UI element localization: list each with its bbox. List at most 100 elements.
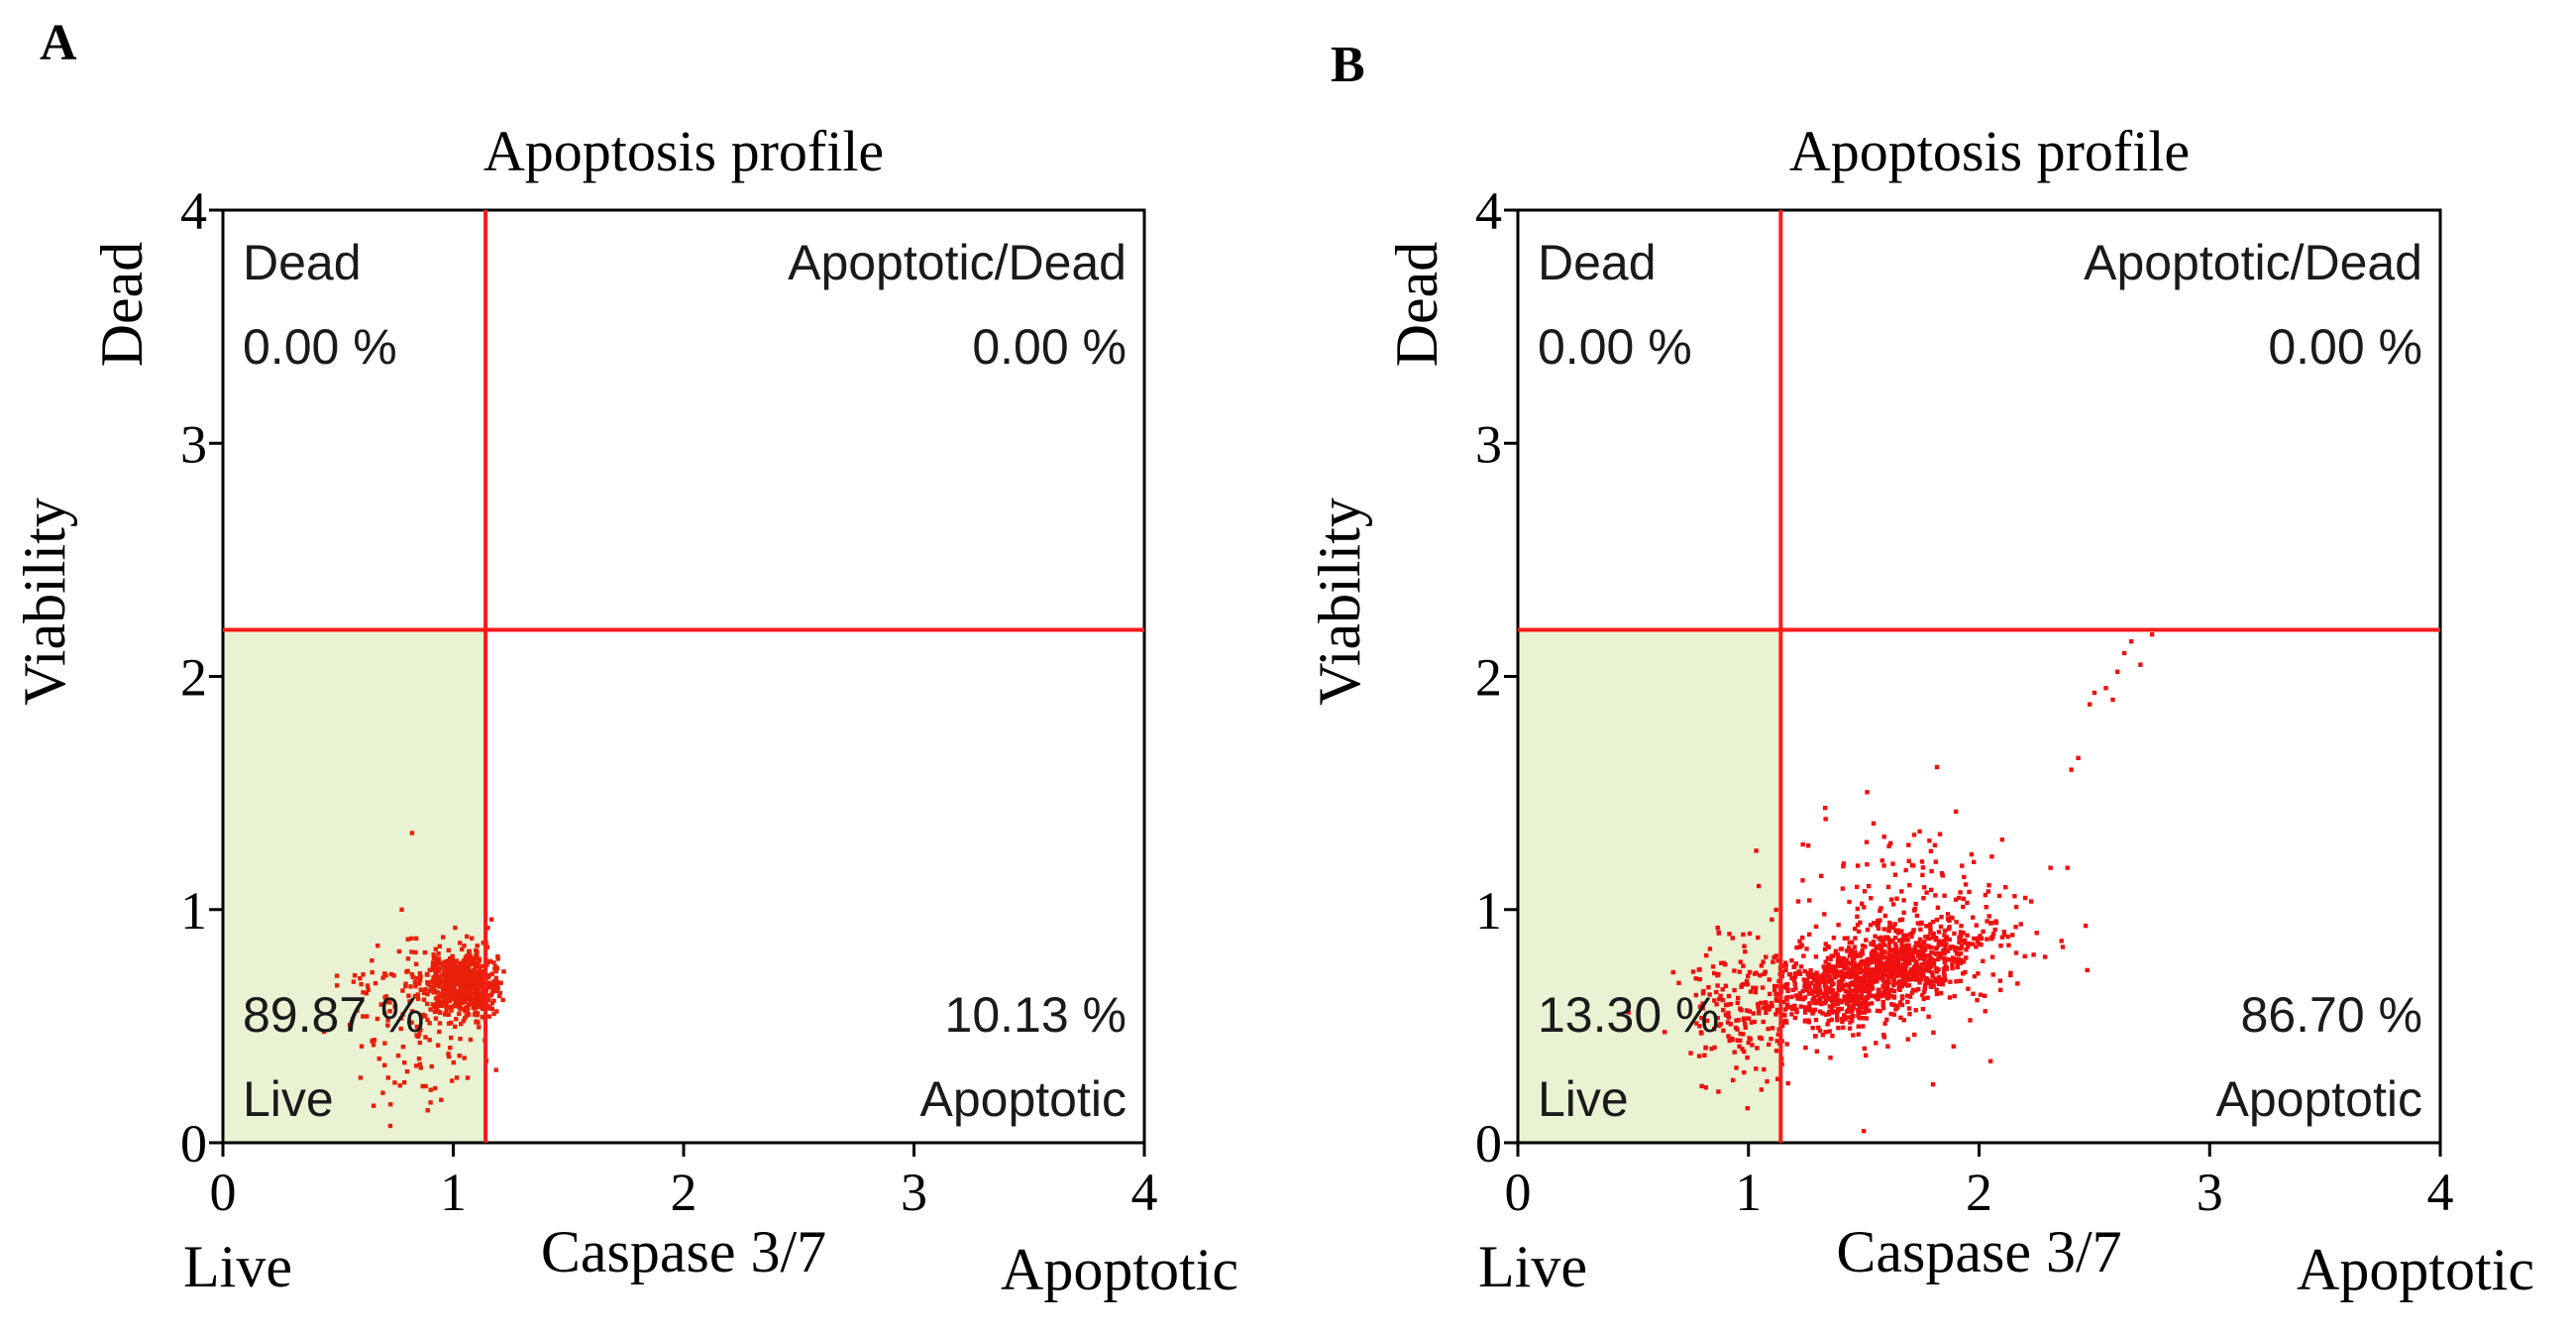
scatter-point: [1848, 1020, 1853, 1025]
scatter-point: [1764, 1006, 1769, 1011]
scatter-point: [1791, 978, 1797, 983]
scatter-point: [399, 907, 404, 912]
scatter-point: [1930, 973, 1935, 979]
scatter-point: [1974, 945, 1979, 949]
scatter-point: [443, 1012, 448, 1017]
scatter-point: [407, 1020, 412, 1025]
scatter-point: [1845, 948, 1851, 953]
scatter-point: [1846, 946, 1852, 950]
scatter-point: [1773, 907, 1778, 913]
scatter-point: [1873, 977, 1878, 982]
scatter-point: [2010, 933, 2015, 938]
scatter-point: [2042, 954, 2048, 959]
scatter-point: [1946, 927, 1952, 932]
scatter-point: [1712, 1027, 1717, 1032]
scatter-point: [1742, 1069, 1747, 1075]
scatter-point: [1928, 848, 1934, 853]
scatter-point: [1978, 992, 1984, 997]
scatter-point: [400, 988, 405, 993]
scatter-points: [1626, 632, 2155, 1134]
scatter-point: [1965, 933, 1970, 938]
scatter-point: [494, 1009, 499, 1014]
scatter-point: [1821, 991, 1826, 996]
scatter-point: [1990, 972, 1995, 977]
scatter-point: [487, 958, 493, 964]
scatter-point: [1912, 977, 1918, 982]
scatter-point: [410, 974, 415, 980]
scatter-point: [2013, 904, 2019, 910]
scatter-point: [364, 991, 369, 996]
scatter-point: [1836, 1026, 1841, 1031]
scatter-point: [435, 1009, 440, 1014]
scatter-point: [471, 956, 477, 961]
y-axis-high-label: Dead: [1384, 242, 1449, 368]
scatter-point: [464, 1013, 469, 1019]
scatter-point: [1850, 993, 1856, 998]
scatter-point: [1798, 964, 1804, 969]
scatter-point: [1930, 979, 1935, 984]
scatter-point: [1794, 1007, 1799, 1012]
scatter-point: [1688, 1051, 1693, 1056]
scatter-point: [477, 979, 482, 984]
scatter-point: [1990, 935, 1995, 940]
scatter-point: [1921, 996, 1926, 1002]
scatter-point: [1936, 956, 1941, 962]
scatter-point: [458, 988, 463, 993]
scatter-point: [392, 1004, 397, 1009]
scatter-point: [459, 1021, 464, 1027]
scatter-point: [1748, 989, 1754, 994]
scatter-point: [1979, 943, 1984, 947]
scatter-point: [1927, 952, 1932, 958]
scatter-point: [1756, 883, 1762, 889]
scatter-point: [1742, 1049, 1747, 1055]
scatter-point: [1831, 936, 1837, 941]
scatter-point: [1906, 943, 1911, 948]
scatter-point: [1881, 927, 1886, 932]
scatter-point: [1899, 984, 1904, 989]
scatter-point: [1936, 943, 1941, 947]
scatter-point: [1797, 991, 1802, 996]
scatter-point: [1715, 1015, 1720, 1021]
scatter-point: [489, 1006, 494, 1012]
scatter-point: [2083, 923, 2089, 929]
scatter-point: [501, 969, 506, 974]
scatter-point: [1979, 936, 1985, 942]
scatter-point: [1817, 1009, 1823, 1014]
scatter-point: [1942, 973, 1947, 978]
scatter-point: [1956, 895, 1962, 901]
scatter-point: [1953, 897, 1959, 902]
scatter-point: [1858, 969, 1863, 974]
y-tick-label: 3: [1475, 414, 1502, 474]
scatter-point: [472, 983, 477, 988]
scatter-point: [423, 987, 428, 992]
scatter-point: [1849, 960, 1855, 966]
scatter-point: [1871, 921, 1877, 926]
scatter-point: [1847, 982, 1853, 988]
scatter-point: [1919, 921, 1924, 926]
scatter-point: [1862, 997, 1867, 1002]
scatter-point: [1707, 992, 1712, 997]
scatter-point: [1794, 945, 1799, 950]
scatter-point: [428, 1100, 433, 1105]
scatter-point: [1910, 863, 1916, 868]
scatter-point: [1775, 1076, 1780, 1081]
scatter-point: [1697, 1024, 1702, 1029]
scatter-point: [1930, 1082, 1936, 1087]
scatter-point: [1906, 858, 1911, 863]
scatter-point: [1886, 945, 1891, 949]
scatter-point: [1901, 933, 1906, 939]
scatter-point: [1816, 1000, 1821, 1006]
scatter-point: [1703, 1046, 1708, 1051]
scatter-point: [1861, 1024, 1866, 1029]
scatter-point: [481, 941, 485, 946]
scatter-point: [474, 1019, 480, 1024]
scatter-point: [1790, 987, 1795, 993]
scatter-point: [1935, 905, 1941, 910]
scatter-point: [334, 973, 340, 978]
scatter-point: [1800, 841, 1805, 847]
scatter-point: [1890, 947, 1896, 952]
scatter-point: [1862, 1046, 1867, 1052]
scatter-point: [1757, 1035, 1763, 1041]
scatter-point: [1855, 914, 1860, 919]
scatter-point: [1885, 957, 1890, 962]
